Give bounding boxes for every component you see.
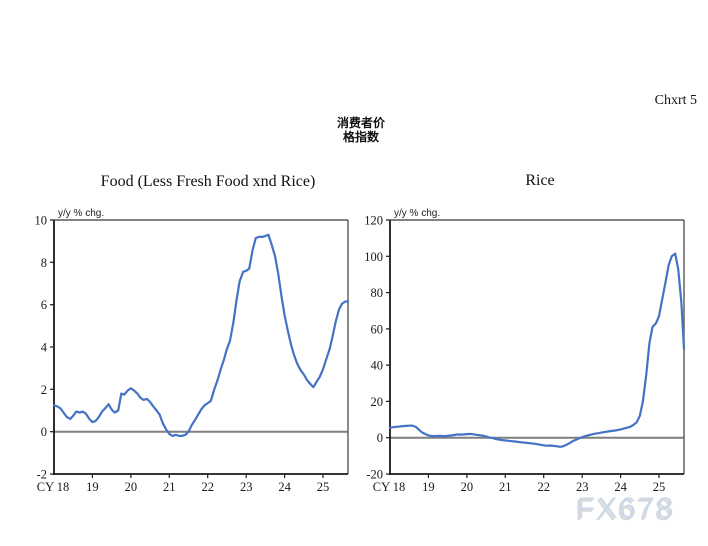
y-tick-label: 0: [377, 431, 383, 445]
y-tick-label: 4: [41, 341, 48, 355]
series-line: [388, 252, 686, 448]
x-tick-label: 20: [461, 480, 474, 494]
x-tick-label: 25: [653, 480, 666, 494]
y-unit-label: y/y % chg.: [394, 208, 440, 219]
x-tick-label: 24: [614, 480, 627, 494]
series-line: [52, 233, 350, 437]
y-tick-label: -20: [366, 468, 383, 482]
y-tick-label: 100: [364, 250, 383, 264]
y-unit-label: y/y % chg.: [58, 208, 104, 219]
food-chart-title: Food (Less Fresh Food xnd Rice): [100, 173, 316, 190]
y-tick-label: 40: [371, 359, 384, 373]
x-tick-label: 19: [422, 480, 435, 494]
y-tick-label: 120: [364, 214, 383, 228]
x-tick-label: 21: [499, 480, 512, 494]
y-tick-label: 20: [371, 395, 384, 409]
watermark: FX678: [577, 492, 676, 525]
chart-number-label: Chxrt 5: [654, 93, 697, 108]
x-tick-label: 22: [201, 480, 214, 494]
x-tick-label: 19: [86, 480, 99, 494]
x-tick-label: 21: [163, 480, 176, 494]
y-tick-label: 2: [41, 383, 47, 397]
x-tick-label: 23: [240, 480, 253, 494]
x-tick-label: 24: [278, 480, 291, 494]
x-tick-label: CY 18: [37, 480, 70, 494]
y-tick-label: 60: [371, 322, 384, 336]
y-tick-label: 0: [41, 425, 47, 439]
rice-line-chart: -20 0 20 40 60 80 100 120 CY 18 19 20 21 22 23 24 25 y/y…: [364, 208, 686, 494]
x-tick-label: CY 18: [373, 480, 406, 494]
x-tick-label: 23: [576, 480, 589, 494]
y-tick-label: 80: [371, 286, 384, 300]
x-tick-label: 22: [537, 480, 550, 494]
x-tick-label: 25: [317, 480, 330, 494]
y-tick-label: 8: [41, 256, 47, 270]
y-tick-label: 6: [41, 298, 47, 312]
page-title: 消费者价 格指数: [291, 116, 431, 144]
y-tick-label: -2: [37, 468, 47, 482]
x-tick-label: 20: [125, 480, 137, 494]
y-tick-label: 10: [35, 214, 48, 228]
page-title-line1: 消费者价: [336, 116, 385, 130]
page-title-line2: 格指数: [342, 130, 379, 144]
rice-chart-title: Rice: [525, 172, 555, 189]
